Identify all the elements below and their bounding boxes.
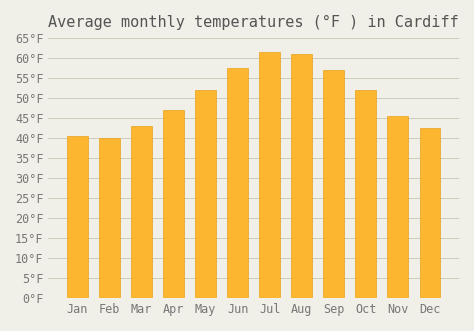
Bar — [67, 136, 88, 298]
Title: Average monthly temperatures (°F ) in Cardiff: Average monthly temperatures (°F ) in Ca… — [48, 15, 459, 30]
Bar — [163, 110, 184, 298]
Bar — [419, 128, 440, 298]
Bar — [227, 68, 248, 298]
Bar — [292, 54, 312, 298]
Bar — [131, 126, 152, 298]
Bar — [99, 138, 120, 298]
Bar — [195, 90, 216, 298]
Bar — [356, 90, 376, 298]
Bar — [259, 52, 280, 298]
Bar — [323, 70, 344, 298]
Bar — [387, 116, 408, 298]
